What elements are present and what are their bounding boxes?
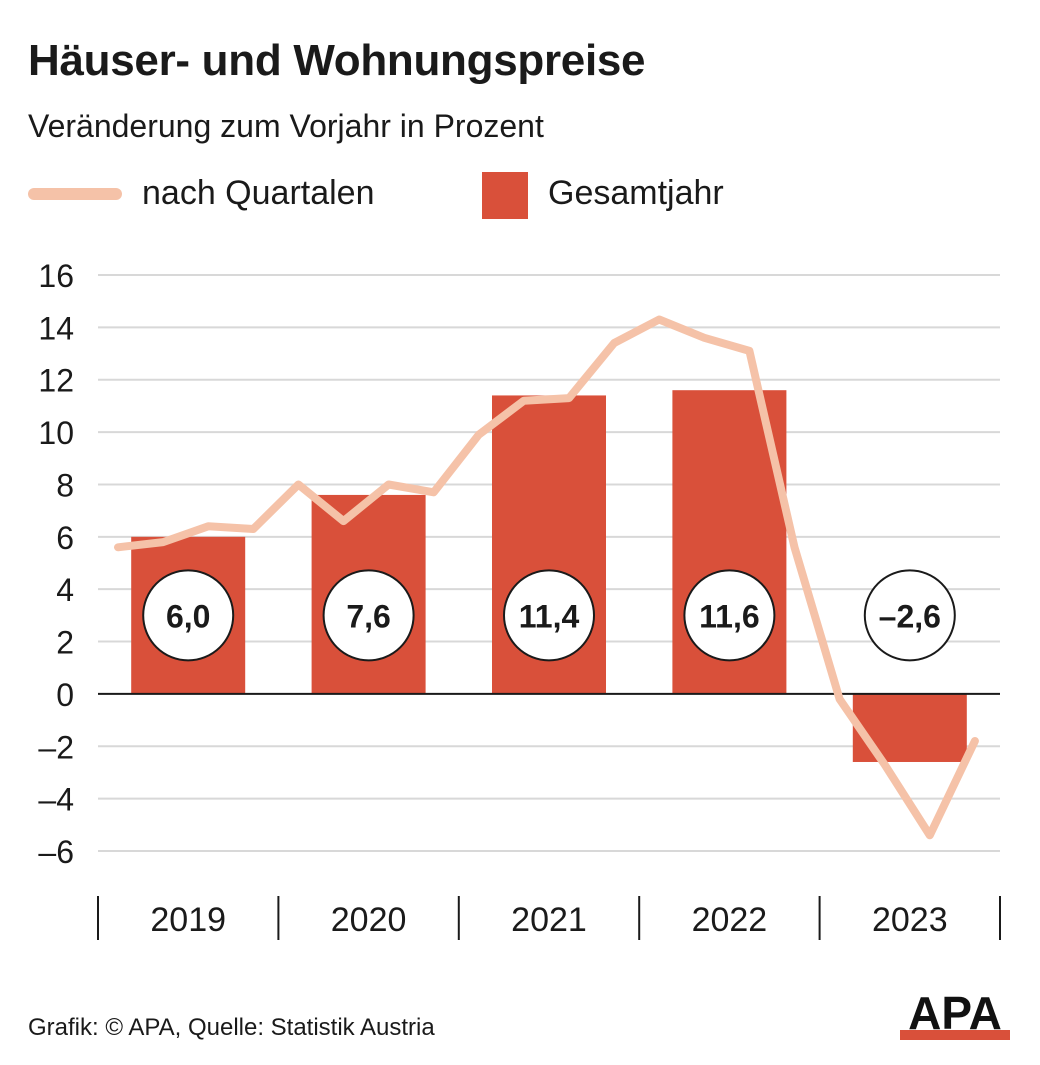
quarterly-line: [114, 315, 979, 840]
y-tick-label: –2: [38, 729, 74, 765]
y-tick-label: 0: [56, 677, 74, 713]
footer-credit: Grafik: © APA, Quelle: Statistik Austria: [28, 1014, 435, 1041]
x-tick-label: 2021: [511, 901, 587, 939]
y-tick-label: 12: [38, 363, 74, 399]
y-tick-label: 6: [56, 520, 74, 556]
logo-text: APA: [908, 994, 1002, 1039]
legend-bar-swatch: [482, 172, 528, 219]
y-tick-label: 16: [38, 258, 74, 294]
y-tick-label: –6: [38, 834, 74, 870]
bar-2023: [852, 693, 967, 762]
y-tick-label: 8: [56, 467, 74, 503]
value-label: 7,6: [346, 598, 390, 634]
y-tick-label: 10: [38, 415, 74, 451]
value-badge: [863, 569, 956, 662]
x-tick-label: 2020: [331, 901, 407, 939]
bar-label-layer: 6,0 7,6 11,4 11,6 –2,6: [142, 569, 956, 662]
value-badge: [683, 569, 776, 662]
legend-line-swatch: [28, 188, 122, 200]
y-tick-label: 14: [38, 310, 74, 346]
y-tick-label: 2: [56, 625, 74, 661]
value-badge: [503, 569, 595, 662]
logo-stripe: [900, 1030, 1010, 1040]
value-label: 6,0: [166, 598, 210, 634]
x-tick-label: 2022: [692, 901, 768, 939]
chart-subtitle: Veränderung zum Vorjahr in Prozent: [28, 108, 544, 144]
x-axis-layer: 2019 2020 2021 2022 2023: [97, 896, 1001, 940]
x-tick-label: 2019: [150, 901, 226, 939]
value-badge: [322, 569, 415, 662]
x-tick-label: 2023: [872, 901, 948, 939]
value-label: –2,6: [879, 598, 941, 634]
line-layer: [114, 315, 979, 840]
legend-line-label: nach Quartalen: [142, 174, 375, 212]
value-badge: [142, 569, 235, 662]
chart-title: Häuser- und Wohnungspreise: [28, 36, 646, 85]
y-axis-ticks: 16 14 12 10 8 6 4 2 0 –2 –4 –6: [38, 258, 74, 870]
y-tick-label: –4: [38, 782, 74, 818]
y-tick-label: 4: [56, 572, 74, 608]
legend-bar-label: Gesamtjahr: [548, 174, 724, 212]
apa-logo: APA: [900, 994, 1010, 1040]
value-label: 11,4: [519, 598, 580, 634]
value-label: 11,6: [699, 598, 760, 634]
